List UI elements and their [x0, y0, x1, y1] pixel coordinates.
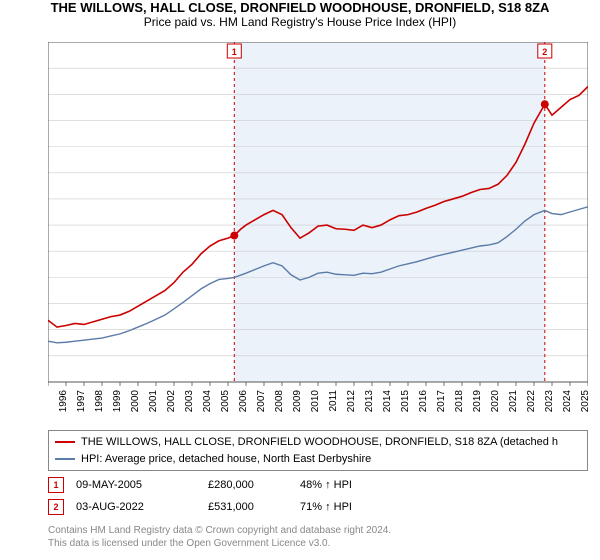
svg-text:2021: 2021 — [508, 390, 519, 413]
svg-text:2008: 2008 — [274, 390, 285, 413]
svg-text:2020: 2020 — [490, 390, 501, 413]
svg-text:2010: 2010 — [310, 390, 321, 413]
marker-number-box: 2 — [48, 499, 64, 515]
marker-date: 03-AUG-2022 — [76, 501, 196, 513]
svg-text:2018: 2018 — [454, 390, 465, 413]
svg-text:2017: 2017 — [436, 390, 447, 413]
svg-text:2014: 2014 — [382, 390, 393, 413]
marker-row: 1 09-MAY-2005 £280,000 48% ↑ HPI — [48, 474, 588, 496]
legend-item-hpi: HPI: Average price, detached house, Nort… — [55, 451, 581, 468]
chart-svg: £0£50K£100K£150K£200K£250K£300K£350K£400… — [48, 42, 588, 420]
svg-text:1997: 1997 — [76, 390, 87, 413]
legend: THE WILLOWS, HALL CLOSE, DRONFIELD WOODH… — [48, 430, 588, 471]
marker-pct: 48% ↑ HPI — [300, 479, 380, 491]
svg-text:1995: 1995 — [48, 390, 51, 413]
credits-line1: Contains HM Land Registry data © Crown c… — [48, 524, 588, 537]
legend-swatch — [55, 441, 75, 443]
chart-container: THE WILLOWS, HALL CLOSE, DRONFIELD WOODH… — [0, 0, 600, 560]
legend-item-price-paid: THE WILLOWS, HALL CLOSE, DRONFIELD WOODH… — [55, 434, 581, 451]
svg-text:2004: 2004 — [202, 390, 213, 413]
svg-text:1998: 1998 — [94, 390, 105, 413]
svg-text:2007: 2007 — [256, 390, 267, 413]
svg-text:2006: 2006 — [238, 390, 249, 413]
svg-text:2003: 2003 — [184, 390, 195, 413]
credits: Contains HM Land Registry data © Crown c… — [48, 524, 588, 550]
svg-text:2011: 2011 — [328, 390, 339, 412]
svg-text:2009: 2009 — [292, 390, 303, 413]
marker-number-box: 1 — [48, 477, 64, 493]
svg-text:2023: 2023 — [544, 390, 555, 413]
svg-text:2022: 2022 — [526, 390, 537, 413]
legend-label: THE WILLOWS, HALL CLOSE, DRONFIELD WOODH… — [81, 434, 558, 451]
svg-text:2016: 2016 — [418, 390, 429, 413]
chart-subtitle: Price paid vs. HM Land Registry's House … — [0, 15, 600, 29]
svg-text:1996: 1996 — [58, 390, 69, 413]
svg-text:2012: 2012 — [346, 390, 357, 413]
svg-text:2005: 2005 — [220, 390, 231, 413]
svg-text:2: 2 — [542, 47, 547, 57]
svg-text:1: 1 — [232, 47, 237, 57]
marker-number: 2 — [53, 502, 58, 512]
marker-date: 09-MAY-2005 — [76, 479, 196, 491]
svg-text:2001: 2001 — [148, 390, 159, 413]
marker-price: £280,000 — [208, 479, 288, 491]
svg-text:2002: 2002 — [166, 390, 177, 413]
svg-text:2025: 2025 — [580, 390, 588, 413]
marker-row: 2 03-AUG-2022 £531,000 71% ↑ HPI — [48, 496, 588, 518]
marker-table: 1 09-MAY-2005 £280,000 48% ↑ HPI 2 03-AU… — [48, 474, 588, 518]
marker-pct: 71% ↑ HPI — [300, 501, 380, 513]
chart-area: £0£50K£100K£150K£200K£250K£300K£350K£400… — [48, 42, 588, 420]
svg-text:2015: 2015 — [400, 390, 411, 413]
svg-text:2000: 2000 — [130, 390, 141, 413]
svg-text:2013: 2013 — [364, 390, 375, 413]
svg-text:1999: 1999 — [112, 390, 123, 413]
svg-text:2024: 2024 — [562, 390, 573, 413]
svg-text:2019: 2019 — [472, 390, 483, 413]
credits-line2: This data is licensed under the Open Gov… — [48, 537, 588, 550]
legend-label: HPI: Average price, detached house, Nort… — [81, 451, 371, 468]
marker-number: 1 — [53, 480, 58, 490]
chart-title: THE WILLOWS, HALL CLOSE, DRONFIELD WOODH… — [0, 0, 600, 15]
legend-swatch — [55, 458, 75, 460]
marker-price: £531,000 — [208, 501, 288, 513]
